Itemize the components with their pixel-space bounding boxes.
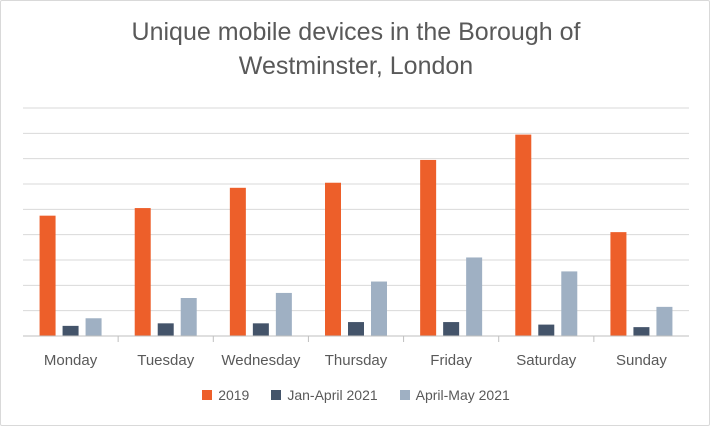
legend-label: April-May 2021 — [415, 387, 510, 403]
bar-friday-series-2 — [443, 322, 460, 336]
legend-item: 2019 — [202, 387, 249, 403]
bar-tuesday-series-1 — [134, 208, 151, 336]
bar-friday-series-3 — [466, 257, 483, 336]
bar-thursday-series-3 — [371, 281, 387, 336]
legend-swatch — [202, 390, 213, 400]
bar-sunday-series-1 — [610, 232, 627, 336]
bar-sunday-series-2 — [633, 327, 650, 336]
bar-saturday-series-3 — [561, 271, 578, 336]
legend-swatch — [271, 390, 282, 400]
x-axis — [23, 335, 689, 342]
x-tick-label: Saturday — [516, 352, 577, 369]
x-tick-label: Monday — [44, 352, 98, 369]
legend-label: Jan-April 2021 — [287, 387, 378, 403]
legend-item: April-May 2021 — [399, 387, 510, 403]
bar-tuesday-series-2 — [157, 323, 174, 336]
x-tick-label: Sunday — [616, 352, 667, 369]
bars — [39, 134, 673, 336]
legend: 2019 Jan-April 2021 April-May 2021 — [1, 387, 710, 403]
gridlines — [23, 107, 689, 312]
bar-wednesday-series-2 — [252, 323, 269, 336]
legend-item: Jan-April 2021 — [271, 387, 378, 403]
bar-friday-series-1 — [420, 159, 437, 336]
bar-monday-series-2 — [62, 325, 79, 336]
bar-wednesday-series-1 — [229, 187, 246, 336]
bar-monday-series-3 — [85, 318, 102, 336]
bar-tuesday-series-3 — [180, 298, 197, 336]
bar-thursday-series-2 — [348, 322, 364, 336]
legend-swatch — [399, 390, 410, 400]
bar-saturday-series-2 — [538, 324, 555, 336]
x-tick-label: Wednesday — [221, 352, 300, 369]
x-tick-label: Thursday — [325, 352, 388, 369]
x-tick-labels: Monday Tuesday Wednesday Thursday Friday Satu… — [44, 352, 667, 369]
bar-sunday-series-3 — [656, 306, 673, 336]
bar-wednesday-series-3 — [275, 292, 292, 336]
bar-saturday-series-1 — [515, 134, 532, 336]
x-tick-label: Tuesday — [137, 352, 194, 369]
chart-title: Unique mobile devices in the Borough of … — [131, 18, 581, 80]
x-tick-label: Friday — [430, 352, 472, 369]
bar-thursday-series-1 — [325, 182, 341, 336]
bar-monday-series-1 — [39, 215, 56, 336]
legend-label: 2019 — [218, 387, 250, 403]
